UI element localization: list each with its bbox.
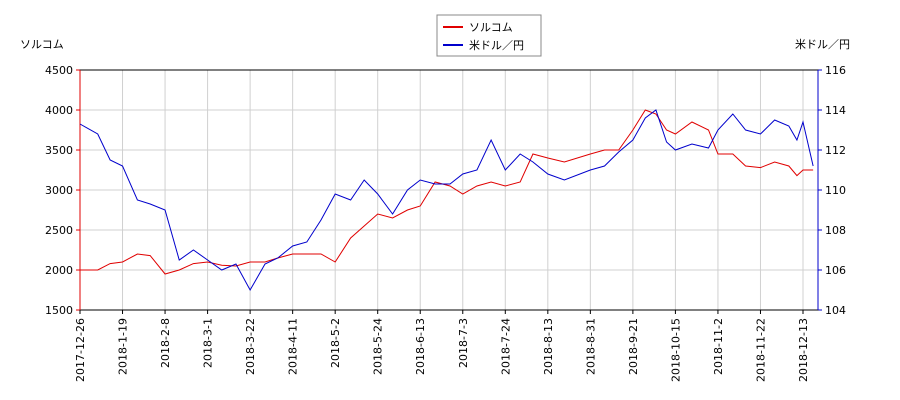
x-tick-label: 2017-12-26 — [74, 318, 87, 382]
x-tick-label: 2018-9-21 — [627, 318, 640, 375]
y2-tick-label: 112 — [825, 144, 846, 157]
x-tick-label: 2018-4-11 — [287, 318, 300, 375]
x-tick-label: 2018-5-24 — [372, 318, 385, 375]
y-axis-title: ソルコム — [20, 38, 64, 51]
legend-label: 米ドル／円 — [469, 39, 524, 52]
legend-label: ソルコム — [469, 21, 513, 34]
x-tick-label: 2018-8-13 — [542, 318, 555, 375]
y-tick-label: 3000 — [45, 184, 73, 197]
x-tick-label: 2018-7-24 — [499, 318, 512, 375]
y2-tick-label: 108 — [825, 224, 846, 237]
series-line — [79, 109, 814, 292]
x-tick-label: 2018-6-13 — [414, 318, 427, 375]
x-tick-label: 2018-8-31 — [584, 318, 597, 375]
y2-tick-label: 116 — [825, 64, 846, 77]
x-tick-label: 2018-3-1 — [202, 318, 215, 368]
x-tick-label: 2018-10-15 — [669, 318, 682, 382]
series-line — [80, 109, 814, 275]
y2-axis-title: 米ドル／円 — [795, 38, 850, 51]
x-tick-label: 2018-5-2 — [329, 318, 342, 368]
y2-tick-label: 106 — [825, 264, 846, 277]
y-tick-label: 4000 — [45, 104, 73, 117]
x-tick-label: 2018-11-22 — [754, 318, 767, 382]
x-tick-label: 2018-11-2 — [712, 318, 725, 375]
legend-box — [436, 14, 542, 57]
y-tick-label: 1500 — [45, 304, 73, 317]
y-tick-label: 2500 — [45, 224, 73, 237]
y2-tick-label: 114 — [825, 104, 846, 117]
x-tick-label: 2018-2-8 — [159, 318, 172, 368]
x-tick-label: 2018-12-13 — [797, 318, 810, 382]
x-tick-label: 2018-3-22 — [244, 318, 257, 375]
y2-tick-label: 104 — [825, 304, 846, 317]
x-tick-label: 2018-7-3 — [457, 318, 470, 368]
y2-tick-label: 110 — [825, 184, 846, 197]
y-tick-label: 4500 — [45, 64, 73, 77]
y-tick-label: 3500 — [45, 144, 73, 157]
x-tick-label: 2018-1-19 — [117, 318, 130, 375]
y-tick-label: 2000 — [45, 264, 73, 277]
